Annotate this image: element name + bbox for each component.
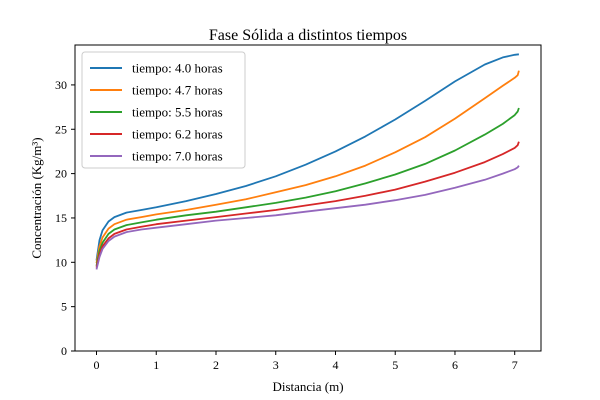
y-tick-label: 30 <box>55 78 67 92</box>
x-tick-label: 3 <box>273 358 279 372</box>
y-tick-label: 10 <box>55 255 67 269</box>
y-tick-label: 0 <box>61 344 67 358</box>
x-tick-label: 0 <box>94 358 100 372</box>
legend-label-1: tiempo: 4.0 horas <box>132 61 223 76</box>
legend-label-5: tiempo: 7.0 horas <box>132 149 223 164</box>
y-axis-label: Concentración (Kg/m³) <box>29 137 44 258</box>
y-tick-label: 25 <box>55 122 67 136</box>
legend: tiempo: 4.0 horas tiempo: 4.7 horas tiempo… <box>82 52 245 168</box>
x-tick-label: 1 <box>153 358 159 372</box>
x-tick-label: 2 <box>213 358 219 372</box>
legend-label-3: tiempo: 5.5 horas <box>132 105 223 120</box>
y-tick-label: 20 <box>55 167 67 181</box>
x-tick-label: 6 <box>452 358 458 372</box>
x-tick-label: 5 <box>392 358 398 372</box>
chart-title: Fase Sólida a distintos tiempos <box>209 27 407 44</box>
x-axis-label: Distancia (m) <box>272 379 343 394</box>
legend-label-2: tiempo: 4.7 horas <box>132 83 223 98</box>
x-tick-label: 7 <box>512 358 518 372</box>
y-tick-label: 15 <box>55 211 67 225</box>
x-tick-label: 4 <box>332 358 338 372</box>
legend-label-4: tiempo: 6.2 horas <box>132 127 223 142</box>
y-tick-label: 5 <box>61 300 67 314</box>
